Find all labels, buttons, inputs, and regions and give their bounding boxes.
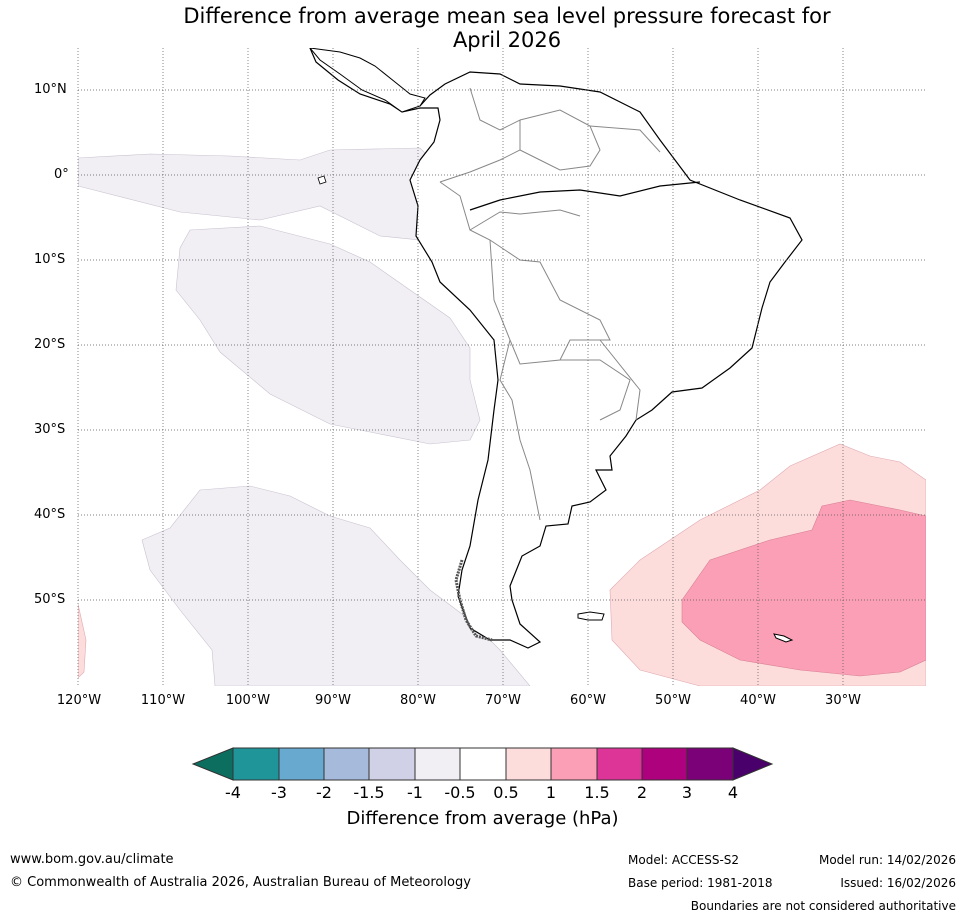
- amazon-river: [469, 181, 701, 211]
- anomaly-region-far-west-pink: [78, 603, 87, 679]
- lat-label-10n: 10°N: [34, 82, 67, 97]
- footer-website-link[interactable]: www.bom.gov.au/climate: [10, 852, 174, 867]
- colorbar-tick-4: 4: [727, 783, 739, 802]
- lat-label-10s: 10°S: [34, 252, 66, 267]
- colorbar-title: Difference from average (hPa): [346, 808, 619, 829]
- map-gridlines: [77, 48, 926, 686]
- colorbar-tick-0.5: 0.5: [493, 783, 519, 802]
- anomaly-region-south-pacific: [141, 485, 531, 686]
- lon-label-110w: 110°W: [140, 693, 186, 708]
- colorbar-tick-m1.5: -1.5: [353, 783, 385, 802]
- colorbar-segment-m2-m1.5: [323, 747, 370, 781]
- lat-label-40s: 40°S: [34, 507, 66, 522]
- footer-base-period: Base period: 1981-2018: [628, 876, 773, 890]
- colorbar-segment-0.5-1: [505, 747, 552, 781]
- colorbar-tick-m1: -1: [407, 783, 423, 802]
- lat-label-50s: 50°S: [34, 592, 66, 607]
- lon-label-30w: 30°W: [825, 693, 861, 708]
- colorbar-extend-high: [732, 747, 774, 781]
- footer-issued: Issued: 16/02/2026: [840, 876, 956, 890]
- lon-label-50w: 50°W: [655, 693, 691, 708]
- lon-label-80w: 80°W: [400, 693, 436, 708]
- lon-label-100w: 100°W: [225, 693, 271, 708]
- colorbar-tick-m0.5: -0.5: [444, 783, 476, 802]
- colorbar-segment-m1.5-m1: [368, 747, 416, 781]
- lon-label-70w: 70°W: [485, 693, 521, 708]
- lon-label-40w: 40°W: [740, 693, 776, 708]
- colorbar-segment-m0.5-0.5: [459, 747, 507, 781]
- colorbar: [191, 747, 774, 781]
- chilean-fjords: [454, 559, 493, 642]
- lon-label-60w: 60°W: [570, 693, 606, 708]
- lon-label-90w: 90°W: [315, 693, 351, 708]
- colorbar-segment-3-4: [686, 747, 734, 781]
- colorbar-segment-1.5-2: [596, 747, 643, 781]
- colorbar-extend-low: [191, 747, 234, 781]
- falkland-islands: [577, 611, 605, 621]
- footer-model: Model: ACCESS-S2: [628, 853, 740, 867]
- colorbar-tick-1.5: 1.5: [584, 783, 610, 802]
- map-title: Difference from average mean sea level p…: [0, 4, 965, 52]
- colorbar-tick-m2: -2: [316, 783, 332, 802]
- title-line-2: April 2026: [452, 28, 562, 52]
- footer-disclaimer: Boundaries are not considered authoritat…: [690, 899, 956, 913]
- footer-copyright: © Commonwealth of Australia 2026, Austra…: [10, 875, 471, 890]
- lat-label-20s: 20°S: [34, 337, 66, 352]
- lat-label-30s: 30°S: [34, 422, 66, 437]
- colorbar-segment-1-1.5: [550, 747, 598, 781]
- colorbar-tick-m4: -4: [225, 783, 241, 802]
- colorbar-tick-m3: -3: [271, 783, 287, 802]
- south-america-coastline: [309, 48, 803, 649]
- anomaly-region-southeast-pacific: [175, 225, 481, 445]
- anomaly-region-south-atlantic-core: [681, 499, 926, 677]
- country-borders: [439, 87, 661, 521]
- colorbar-segment-m1-m0.5: [414, 747, 461, 781]
- south-georgia: [773, 633, 794, 643]
- colorbar-tick-1: 1: [545, 783, 557, 802]
- title-line-1: Difference from average mean sea level p…: [183, 4, 831, 28]
- central-america-coastline: [309, 48, 426, 113]
- colorbar-segment-m4-m3: [232, 747, 280, 781]
- lat-label-equator: 0°: [54, 167, 69, 182]
- colorbar-segment-2-3: [641, 747, 688, 781]
- galapagos-islands: [317, 175, 327, 185]
- lon-label-120w: 120°W: [56, 693, 102, 708]
- colorbar-segment-m3-m2: [278, 747, 325, 781]
- colorbar-tick-3: 3: [681, 783, 693, 802]
- colorbar-tick-2: 2: [636, 783, 648, 802]
- footer-model-run: Model run: 14/02/2026: [818, 853, 956, 867]
